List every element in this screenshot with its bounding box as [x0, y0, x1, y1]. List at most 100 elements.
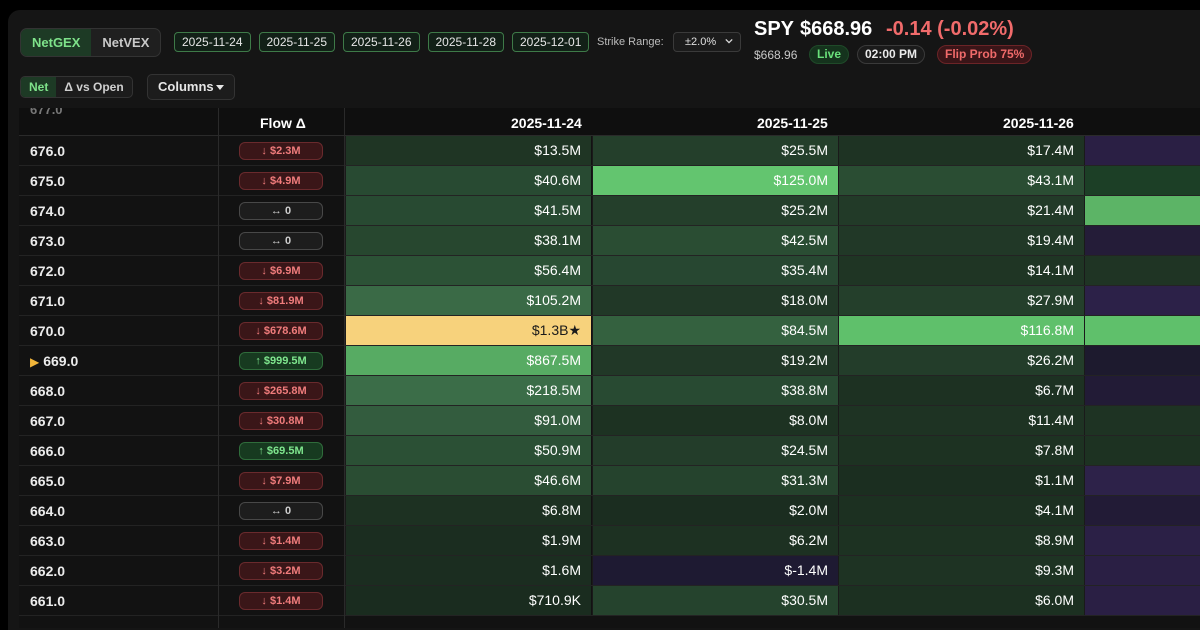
- gex-heat-cell: [1084, 586, 1200, 615]
- column-header-flow[interactable]: Flow Δ: [260, 115, 306, 131]
- gex-value-cell: $38.1M: [345, 226, 591, 255]
- gex-value-cell: $41.5M: [345, 196, 591, 225]
- table-row[interactable]: 671.0 ↓ $81.9M $105.2M $18.0M $27.9M: [19, 286, 1200, 316]
- expiration-chip[interactable]: 2025-11-26: [343, 32, 420, 52]
- expiration-chip[interactable]: 2025-12-01: [512, 32, 590, 52]
- flow-delta-pill: ↓ $6.9M: [239, 262, 323, 280]
- gex-value-cell: $-1.4M: [592, 556, 838, 585]
- table-row[interactable]: 665.0 ↓ $7.9M $46.6M $31.3M $1.1M: [19, 466, 1200, 496]
- strike-range-select[interactable]: ±2.0%: [673, 32, 741, 52]
- strike-range-label: Strike Range:: [597, 36, 664, 48]
- flow-delta-pill: ↔ 0: [239, 502, 323, 520]
- strike-cell: 665.0: [30, 473, 65, 489]
- table-header: 677.0 Flow Δ 2025-11-24 2025-11-25 2025-…: [19, 108, 1200, 136]
- gex-heat-cell: [1084, 226, 1200, 255]
- strike-value: 664.0: [30, 503, 66, 519]
- strike-value: 670.0: [30, 323, 66, 339]
- strike-value: 676.0: [30, 143, 66, 159]
- table-row[interactable]: 666.0 ↑ $69.5M $50.9M $24.5M $7.8M: [19, 436, 1200, 466]
- strike-cell: 676.0: [30, 143, 65, 159]
- gex-value-cell: $50.9M: [345, 436, 591, 465]
- gex-heat-cell: [1084, 166, 1200, 195]
- price-change: -0.14 (-0.02%): [886, 18, 1014, 40]
- flow-delta-pill: ↓ $1.4M: [239, 532, 323, 550]
- columns-button[interactable]: Columns: [147, 74, 235, 100]
- expiration-chips: 2025-11-24 2025-11-25 2025-11-26 2025-11…: [174, 32, 590, 52]
- table-row[interactable]: 674.0 ↔ 0 $41.5M $25.2M $21.4M: [19, 196, 1200, 226]
- flow-delta-pill: ↓ $265.8M: [239, 382, 323, 400]
- table-row[interactable]: 668.0 ↓ $265.8M $218.5M $38.8M $6.7M: [19, 376, 1200, 406]
- gex-value-cell: $19.2M: [592, 346, 838, 375]
- table-row[interactable]: ▶ 669.0 ↑ $999.5M $867.5M $19.2M $26.2M: [19, 346, 1200, 376]
- strike-cell: 675.0: [30, 173, 65, 189]
- strike-value: 666.0: [30, 443, 66, 459]
- strike-value: 661.0: [30, 593, 66, 609]
- table-row[interactable]: 662.0 ↓ $3.2M $1.6M $-1.4M $9.3M: [19, 556, 1200, 586]
- expiration-chip[interactable]: 2025-11-25: [258, 32, 335, 52]
- gex-heat-cell: [1084, 316, 1200, 345]
- strike-value: 674.0: [30, 203, 66, 219]
- strike-value: 667.0: [30, 413, 66, 429]
- column-header-date[interactable]: 2025-11-26: [1003, 115, 1074, 131]
- flow-delta-pill: ↓ $678.6M: [239, 322, 323, 340]
- strike-cell: 667.0: [30, 413, 65, 429]
- mode-toggle: NetGEX NetVEX: [20, 28, 162, 57]
- flow-delta-pill: ↓ $30.8M: [239, 412, 323, 430]
- table-row[interactable]: 675.0 ↓ $4.9M $40.6M $125.0M $43.1M: [19, 166, 1200, 196]
- strike-cell: 664.0: [30, 503, 65, 519]
- gex-value-cell: $867.5M: [345, 346, 591, 375]
- tab-netvex[interactable]: NetVEX: [102, 35, 150, 50]
- strike-cell: 662.0: [30, 563, 65, 579]
- gex-value-cell: $8.9M: [838, 526, 1084, 555]
- last-price: $668.96: [800, 18, 873, 40]
- flow-delta-pill: ↔ 0: [239, 202, 323, 220]
- gex-value-cell: $710.9K: [345, 586, 591, 615]
- gex-value-cell: $1.1M: [838, 466, 1084, 495]
- table-row[interactable]: 672.0 ↓ $6.9M $56.4M $35.4M $14.1M: [19, 256, 1200, 286]
- tab-netgex[interactable]: NetGEX: [21, 29, 92, 56]
- gex-value-cell: $31.3M: [592, 466, 838, 495]
- strike-cell: 671.0: [30, 293, 65, 309]
- gex-heat-cell: [1084, 406, 1200, 435]
- gex-value-cell: $30.5M: [592, 586, 838, 615]
- strike-cell: 666.0: [30, 443, 65, 459]
- strike-cell: 673.0: [30, 233, 65, 249]
- column-header-date[interactable]: 2025-11-25: [757, 115, 828, 131]
- flow-delta-pill: ↓ $7.9M: [239, 472, 323, 490]
- gex-value-cell: $8.0M: [592, 406, 838, 435]
- gex-value-cell: $105.2M: [345, 286, 591, 315]
- gex-value-cell: $21.4M: [838, 196, 1084, 225]
- column-header-date[interactable]: 2025-11-24: [511, 115, 582, 131]
- gex-value-cell: $1.9M: [345, 526, 591, 555]
- gex-heat-cell: [1084, 466, 1200, 495]
- gex-value-cell: $42.5M: [592, 226, 838, 255]
- gex-value-cell: $38.8M: [592, 376, 838, 405]
- table-row[interactable]: 661.0 ↓ $1.4M $710.9K $30.5M $6.0M: [19, 586, 1200, 616]
- ticker-symbol: SPY: [754, 18, 795, 40]
- table-row[interactable]: 663.0 ↓ $1.4M $1.9M $6.2M $8.9M: [19, 526, 1200, 556]
- gex-heat-cell: [1084, 286, 1200, 315]
- strike-range-value: ±2.0%: [685, 36, 717, 48]
- table-row[interactable]: 670.0 ↓ $678.6M $1.3B★ $84.5M $116.8M: [19, 316, 1200, 346]
- expiration-chip[interactable]: 2025-11-24: [174, 32, 251, 52]
- strike-value: 662.0: [30, 563, 66, 579]
- strike-cell: 674.0: [30, 203, 65, 219]
- gex-heat-cell: [1084, 436, 1200, 465]
- gex-value-cell: $18.0M: [592, 286, 838, 315]
- gex-heat-cell: [1084, 256, 1200, 285]
- table-row[interactable]: 676.0 ↓ $2.3M $13.5M $25.5M $17.4M: [19, 136, 1200, 166]
- table-row[interactable]: 667.0 ↓ $30.8M $91.0M $8.0M $11.4M: [19, 406, 1200, 436]
- strike-cell: 672.0: [30, 263, 65, 279]
- gex-value-cell: $40.6M: [345, 166, 591, 195]
- tab-net[interactable]: Net: [21, 77, 57, 97]
- table-row[interactable]: 673.0 ↔ 0 $38.1M $42.5M $19.4M: [19, 226, 1200, 256]
- flow-delta-pill: ↓ $1.4M: [239, 592, 323, 610]
- flow-delta-pill: ↓ $4.9M: [239, 172, 323, 190]
- gex-value-cell: $6.0M: [838, 586, 1084, 615]
- gex-value-cell: $35.4M: [592, 256, 838, 285]
- gex-value-cell: $6.7M: [838, 376, 1084, 405]
- table-row[interactable]: 664.0 ↔ 0 $6.8M $2.0M $4.1M: [19, 496, 1200, 526]
- gex-value-cell: $84.5M: [592, 316, 838, 345]
- expiration-chip[interactable]: 2025-11-28: [427, 32, 504, 52]
- tab-delta-vs-open[interactable]: Δ vs Open: [64, 80, 124, 94]
